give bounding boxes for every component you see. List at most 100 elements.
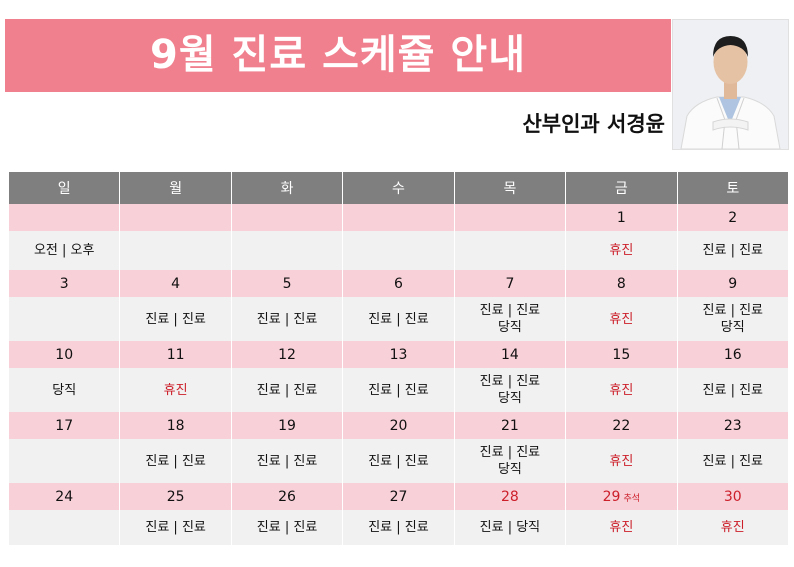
date-cell: 15 (565, 341, 678, 368)
schedule-cell: 진료 | 진료 (342, 368, 455, 412)
schedule-legend: 오전 | 오후 (33, 243, 95, 258)
schedule-cell: 휴진 (565, 297, 678, 341)
date-row: 24 25 26 27 28 29 추석 30 (7, 483, 790, 510)
closed-label: 휴진 (609, 382, 634, 398)
schedule-entry: 진료 | 진료 (145, 520, 206, 535)
date-cell: 7 (453, 270, 567, 297)
weekday-mon: 월 (119, 172, 232, 204)
date-cell: 18 (119, 412, 232, 439)
date-cell: 23 (676, 412, 790, 439)
schedule-cell (342, 231, 455, 270)
schedule-entry: 진료 | 진료 (145, 453, 206, 469)
schedule-calendar: 일 월 화 수 목 금 토 1 2 오전 | 오후 휴진 진료 | 진료 (7, 172, 790, 545)
schedule-cell (119, 231, 232, 270)
date-cell: 9 (676, 270, 790, 297)
schedule-entry: 진료 | 진료 (479, 445, 541, 460)
schedule-cell: 진료 | 진료 (119, 439, 232, 483)
schedule-entry: 진료 | 진료 (368, 382, 429, 398)
schedule-cell: 진료 | 진료 (119, 297, 232, 341)
schedule-cell (7, 297, 121, 341)
date-cell: 14 (453, 341, 567, 368)
duty-label: 당직 (720, 320, 745, 335)
closed-label: 휴진 (163, 382, 188, 398)
schedule-cell (453, 231, 567, 270)
schedule-cell: 진료 | 진료 (230, 297, 344, 341)
closed-label: 휴진 (609, 520, 634, 535)
schedule-cell: 진료 | 진료 (676, 439, 790, 483)
date-row: 10 11 12 13 14 15 16 (7, 341, 790, 368)
schedule-entry: 진료 | 진료 (256, 382, 318, 398)
date-cell: 26 (230, 483, 344, 510)
schedule-cell (7, 439, 121, 483)
weekday-sat: 토 (676, 172, 790, 204)
page-title: 9월 진료 스케쥴 안내 (149, 32, 526, 78)
schedule-entry: 진료 | 진료 (479, 303, 541, 318)
schedule-cell: 진료 | 진료 (119, 510, 232, 545)
schedule-cell: 휴진 (565, 510, 678, 545)
schedule-cell: 진료 | 진료 (230, 510, 344, 545)
duty-label: 당직 (497, 391, 522, 406)
date-cell: 22 (565, 412, 678, 439)
duty-label: 당직 (497, 462, 522, 477)
schedule-entry: 진료 | 진료 (702, 243, 764, 258)
schedule-entry: 진료 | 진료 (256, 311, 318, 327)
schedule-entry: 진료 | 진료 (368, 453, 429, 469)
schedule-cell: 휴진 (565, 231, 678, 270)
date-cell: 11 (119, 341, 232, 368)
schedule-cell: 진료 | 진료 당직 (453, 368, 567, 412)
date-cell: 12 (230, 341, 344, 368)
weekday-fri: 금 (565, 172, 678, 204)
schedule-entry: 진료 | 진료 (702, 303, 764, 318)
date-cell: 27 (342, 483, 455, 510)
date-cell: 21 (453, 412, 567, 439)
date-cell: 25 (119, 483, 232, 510)
date-cell: 2 (676, 204, 790, 231)
date-cell-holiday: 29 추석 (565, 483, 678, 510)
schedule-cell: 진료 | 진료 (230, 439, 344, 483)
duty-label: 당직 (52, 382, 77, 398)
weekday-thu: 목 (453, 172, 567, 204)
weekday-sun: 일 (7, 172, 121, 204)
date-cell: 4 (119, 270, 232, 297)
weekday-tue: 화 (230, 172, 344, 204)
schedule-entry: 진료 | 진료 (256, 453, 318, 469)
duty-label: 당직 (497, 320, 522, 335)
date-cell: 1 (565, 204, 678, 231)
date-row: 17 18 19 20 21 22 23 (7, 412, 790, 439)
date-cell (230, 204, 344, 231)
date-cell: 3 (7, 270, 121, 297)
date-cell: 10 (7, 341, 121, 368)
schedule-cell: 진료 | 진료 (342, 439, 455, 483)
weekday-header-row: 일 월 화 수 목 금 토 (7, 172, 790, 204)
doctor-portrait-icon (673, 20, 788, 149)
date-cell: 6 (342, 270, 455, 297)
doctor-photo (672, 19, 789, 150)
title-banner: 9월 진료 스케쥴 안내 (5, 19, 671, 92)
date-cell (342, 204, 455, 231)
date-cell: 13 (342, 341, 455, 368)
schedule-row: 진료 | 진료 진료 | 진료 진료 | 진료 진료 | 당직 휴진 휴진 (7, 510, 790, 545)
closed-label: 휴진 (609, 453, 634, 469)
schedule-cell: 당직 (7, 368, 121, 412)
holiday-note: 추석 (623, 493, 641, 504)
schedule-row: 오전 | 오후 휴진 진료 | 진료 (7, 231, 790, 270)
closed-label: 휴진 (609, 311, 634, 327)
holiday-date: 29 (602, 488, 621, 505)
schedule-cell: 진료 | 진료 (676, 231, 790, 270)
schedule-row: 당직 휴진 진료 | 진료 진료 | 진료 진료 | 진료 당직 휴진 진료 | … (7, 368, 790, 412)
date-cell: 17 (7, 412, 121, 439)
date-cell (7, 204, 121, 231)
schedule-cell: 휴진 (565, 368, 678, 412)
date-cell: 20 (342, 412, 455, 439)
date-cell (119, 204, 232, 231)
date-cell-holiday: 28 (453, 483, 567, 510)
schedule-cell: 휴진 (676, 510, 790, 545)
schedule-cell: 진료 | 당직 (453, 510, 567, 545)
date-cell: 5 (230, 270, 344, 297)
schedule-cell (7, 510, 121, 545)
closed-label: 휴진 (609, 243, 634, 258)
